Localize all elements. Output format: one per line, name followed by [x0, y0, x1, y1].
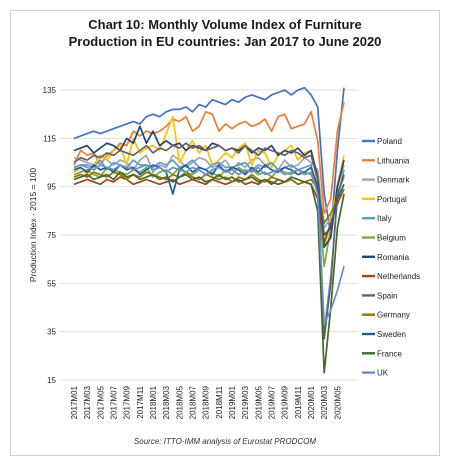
- legend-label: Lithuania: [377, 156, 410, 165]
- x-tick-label: 2017M11: [136, 385, 145, 418]
- x-tick-label: 2019M05: [254, 385, 263, 419]
- source-note: Source: ITTO-IMM analysis of Eurostat PR…: [133, 437, 317, 446]
- x-tick-label: 2018M05: [175, 385, 184, 419]
- y-axis-ticks: 15 35 55 75 95 115 135: [43, 86, 57, 385]
- x-tick-label: 2017M03: [83, 385, 92, 419]
- x-tick-label: 2018M11: [215, 385, 224, 418]
- chart-title-line-2: Production in EU countries: Jan 2017 to …: [68, 34, 382, 49]
- legend-label: Sweden: [377, 330, 406, 339]
- x-tick-label: 2018M07: [189, 385, 198, 419]
- series-line-lithuania: [73, 102, 345, 215]
- legend-label: Poland: [377, 137, 402, 146]
- legend-label: Netherlands: [377, 272, 420, 281]
- series-lines: [73, 86, 345, 374]
- series-line-spain: [73, 142, 345, 340]
- y-tick-label: 55: [47, 279, 56, 288]
- gridlines: [60, 89, 358, 381]
- chart-title: Chart 10: Monthly Volume Index of Furnit…: [10, 16, 440, 50]
- legend-label: Romania: [377, 253, 410, 262]
- y-tick-label: 95: [47, 183, 56, 192]
- series-line-italy: [73, 159, 345, 333]
- x-tick-label: 2019M07: [268, 385, 277, 419]
- legend-label: UK: [377, 369, 389, 378]
- x-tick-label: 2020M03: [320, 385, 329, 419]
- x-tick-label: 2020M01: [307, 385, 316, 419]
- x-tick-label: 2017M09: [123, 385, 132, 419]
- x-tick-label: 2020M05: [333, 385, 342, 419]
- series-line-portugal: [73, 115, 345, 248]
- x-tick-label: 2019M03: [241, 385, 250, 419]
- series-line-romania: [73, 125, 345, 248]
- x-tick-label: 2017M05: [96, 385, 105, 419]
- x-tick-label: 2019M09: [281, 385, 290, 419]
- series-line-poland: [73, 86, 345, 236]
- legend-label: Belgium: [377, 234, 406, 243]
- x-tick-label: 2017M07: [110, 385, 119, 419]
- y-tick-label: 115: [43, 134, 56, 143]
- x-tick-label: 2018M01: [149, 385, 158, 419]
- x-tick-label: 2018M09: [202, 385, 211, 419]
- x-tick-label: 2017M01: [70, 385, 79, 419]
- y-tick-label: 15: [47, 376, 56, 385]
- series-line-denmark: [73, 154, 345, 229]
- y-tick-label: 35: [47, 328, 56, 337]
- x-axis-ticks: 2017M01 2017M03 2017M05 2017M07 2017M09 2017M…: [70, 385, 342, 419]
- x-tick-label: 2019M01: [228, 385, 237, 419]
- x-tick-label: 2018M03: [162, 385, 171, 419]
- chart-frame: [10, 10, 440, 456]
- y-tick-label: 135: [43, 86, 57, 95]
- legend-label: Germany: [377, 311, 410, 320]
- x-tick-label: 2019M11: [294, 385, 303, 418]
- legend: Poland Lithuania Denmark Portugal Italy Belgi…: [362, 137, 420, 378]
- y-tick-label: 75: [47, 231, 56, 240]
- legend-label: France: [377, 349, 402, 358]
- legend-label: Portugal: [377, 195, 407, 204]
- legend-label: Spain: [377, 291, 397, 300]
- series-line-uk: [73, 164, 345, 326]
- legend-label: Denmark: [377, 176, 410, 185]
- y-axis-label: Production Index - 2015 = 100: [28, 168, 38, 282]
- chart-title-line-1: Chart 10: Monthly Volume Index of Furnit…: [88, 17, 362, 32]
- series-line-france: [73, 171, 345, 374]
- legend-label: Italy: [377, 214, 392, 223]
